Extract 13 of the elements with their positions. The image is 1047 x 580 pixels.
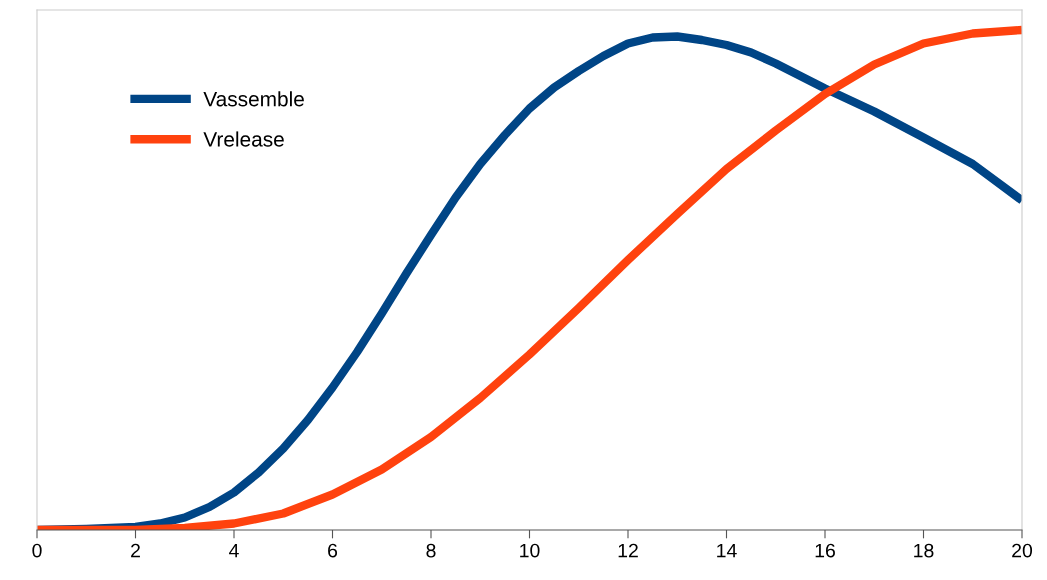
legend-label: Vassemble [203, 91, 304, 107]
x-tick-label: 18 [914, 543, 934, 558]
x-tick-label: 2 [131, 543, 140, 558]
x-tick-label: 16 [815, 543, 835, 558]
x-tick-label: 8 [426, 543, 436, 558]
x-tick-label: 12 [618, 543, 638, 558]
x-tick-label: 6 [328, 543, 338, 558]
x-tick-label: 4 [229, 543, 239, 558]
legend-label: Vrelease [203, 131, 284, 147]
x-tick-label: 14 [717, 543, 737, 558]
x-tick-label: 0 [32, 543, 42, 558]
x-tick-label: 10 [520, 543, 540, 558]
x-tick-label: 20 [1012, 543, 1033, 558]
